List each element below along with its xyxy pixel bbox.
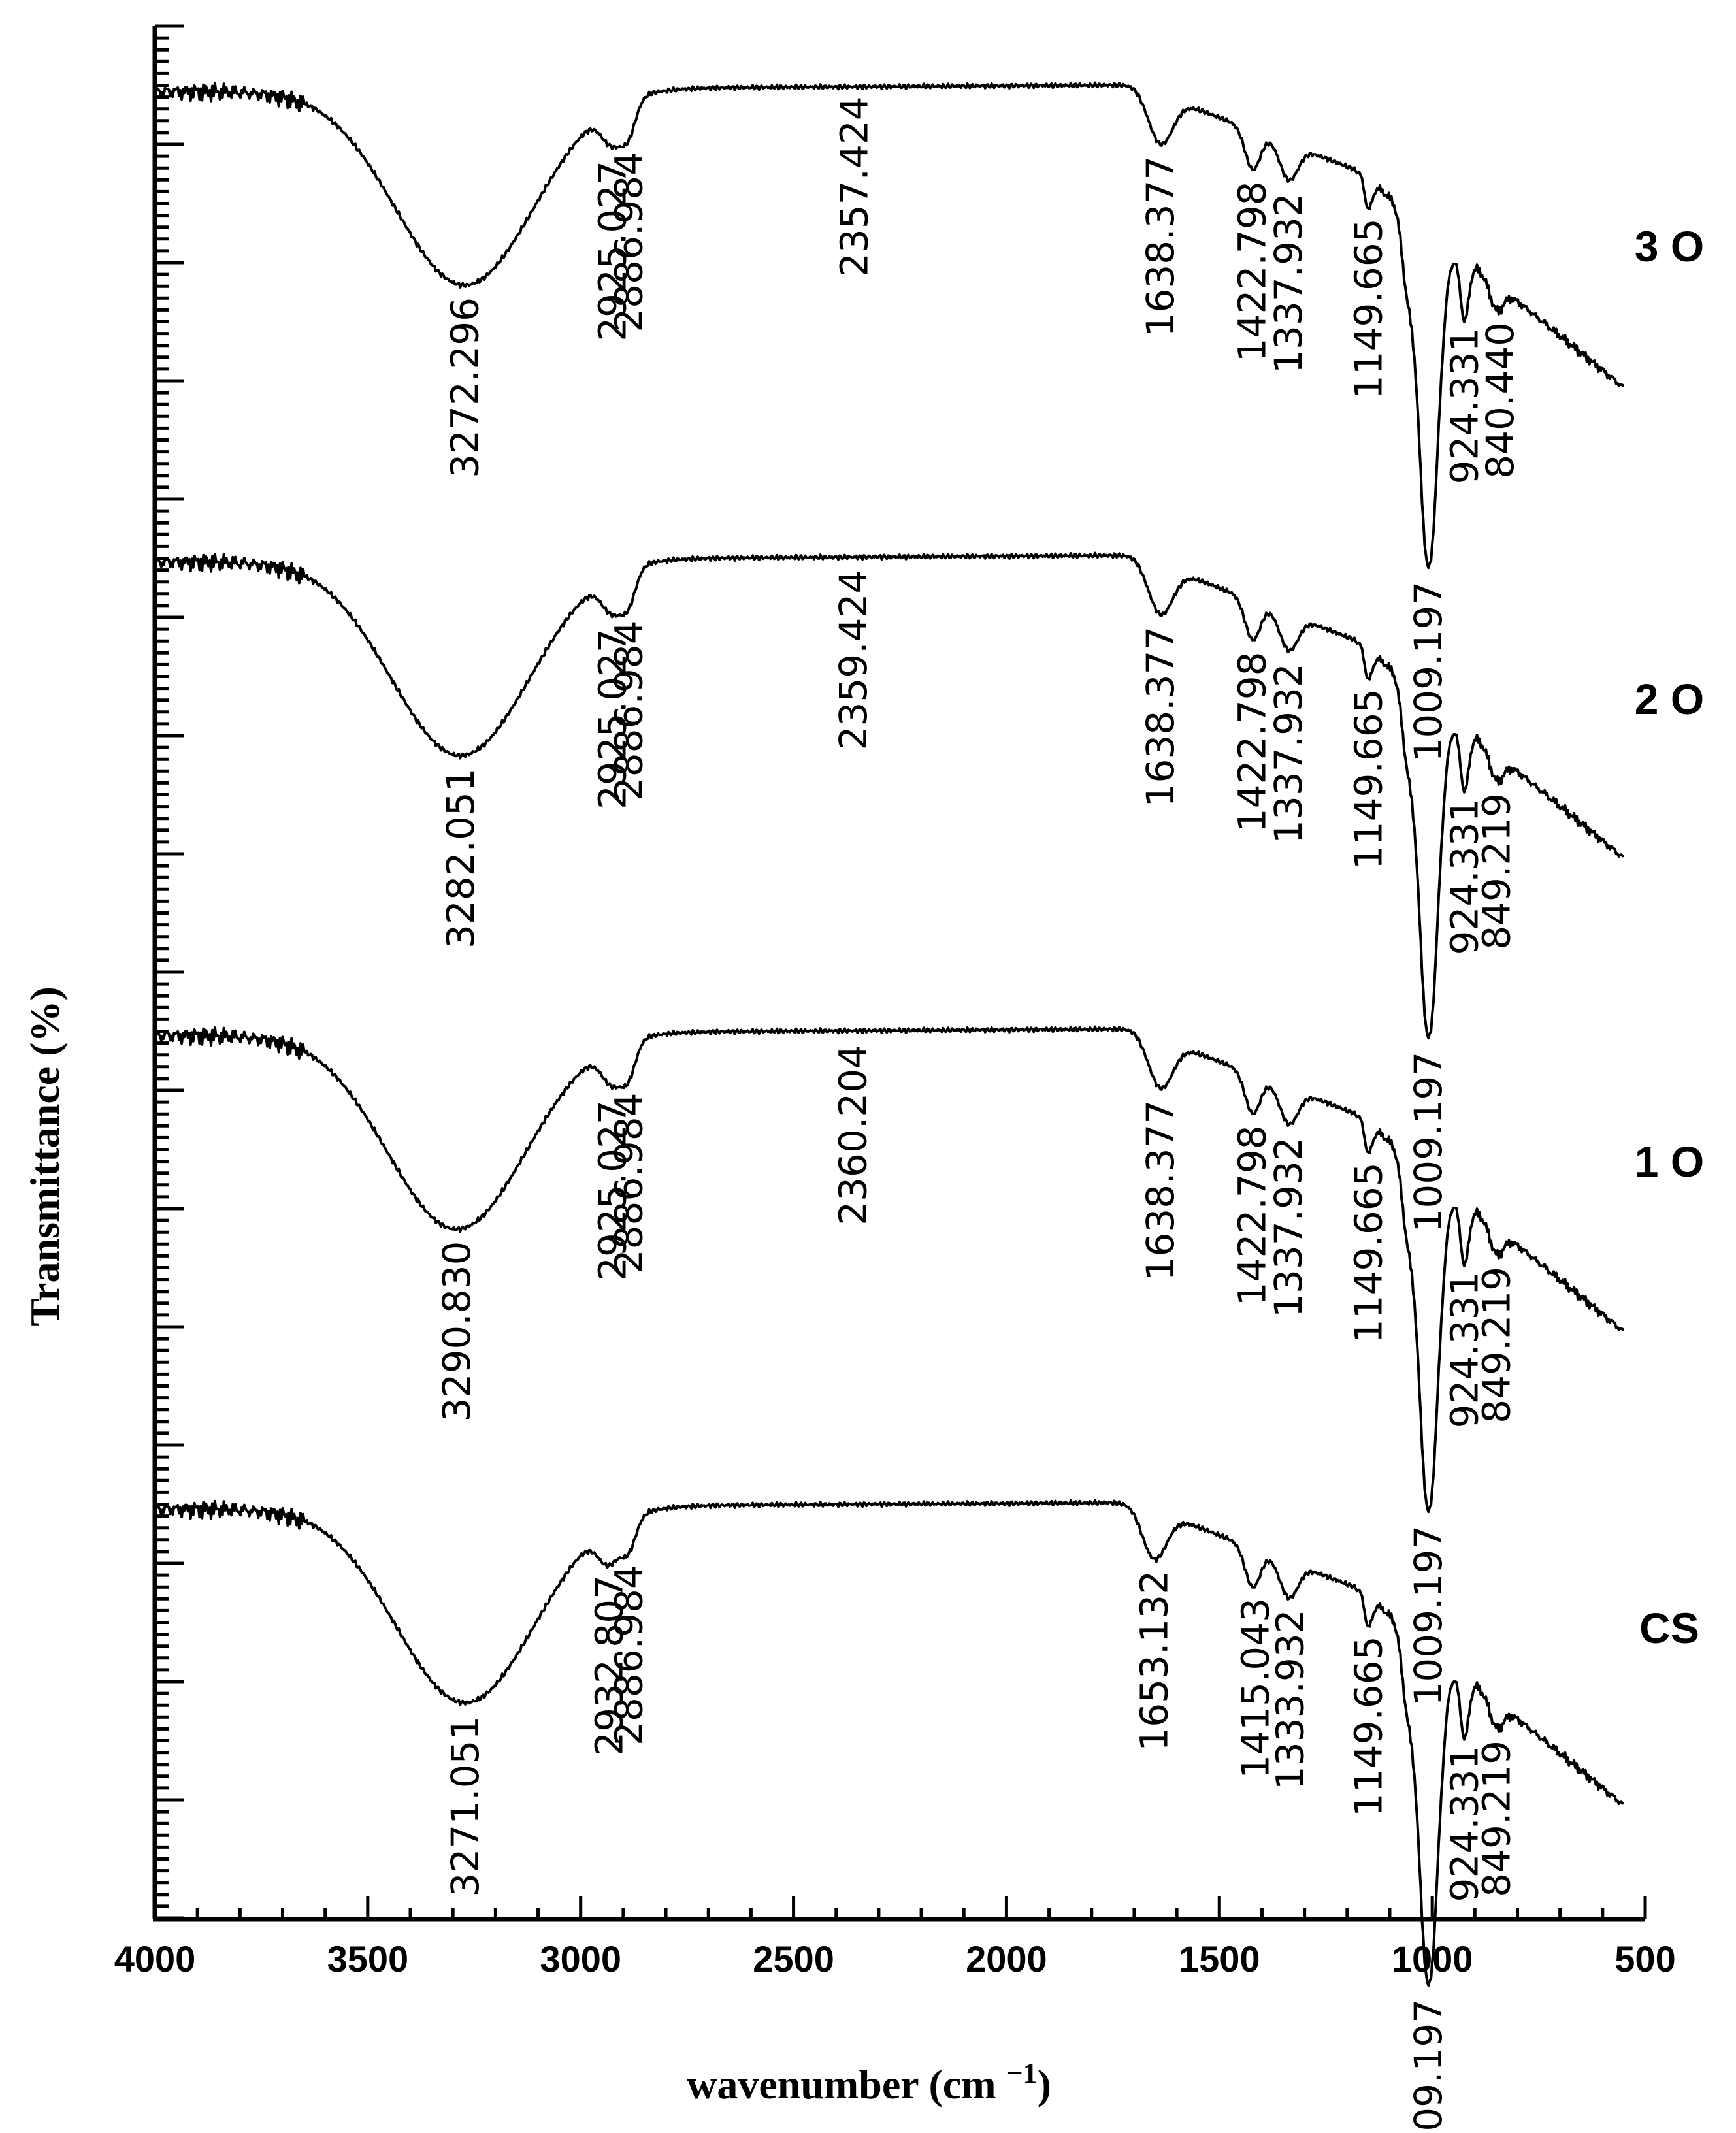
peak-label: 3282.051	[438, 768, 483, 949]
x-tick-label: 500	[1614, 1938, 1675, 1979]
peak-label: 1149.665	[1347, 218, 1391, 399]
peak-label: 1422.798	[1230, 1126, 1275, 1307]
peak-label: 2886.984	[606, 1093, 651, 1274]
series-line	[154, 81, 1625, 570]
peak-label: 849.219	[1474, 793, 1518, 950]
series-name-label: 2 O	[1635, 675, 1704, 723]
x-tick-label: 1500	[1179, 1938, 1260, 1979]
x-tick-label: 3000	[540, 1938, 621, 1979]
x-axis-title: wavenumber (cm −1)	[687, 2057, 1051, 2108]
peak-label: 2357.424	[832, 96, 877, 277]
peak-label: 1009.197	[1406, 1525, 1450, 1706]
peak-label: 1337.932	[1266, 663, 1311, 844]
peak-label: 2925.027	[591, 628, 635, 809]
peak-label: 1415.043	[1234, 1598, 1278, 1779]
peak-label: 2886.984	[606, 620, 651, 801]
peak-label: 924.331	[1443, 1746, 1487, 1902]
peak-label: 3272.296	[442, 297, 487, 478]
peak-label: 1422.798	[1230, 652, 1275, 833]
peak-label: 2886.984	[606, 1565, 651, 1746]
peak-label: 1422.798	[1230, 182, 1275, 363]
peak-label: 2886.984	[606, 152, 651, 333]
peak-label: 1009.197	[1406, 581, 1450, 762]
x-tick-label: 2500	[753, 1938, 834, 1979]
peak-label: 924.331	[1443, 1272, 1487, 1429]
series-labels: 3 O 2 O 1 O CS	[1635, 222, 1704, 1652]
peak-label: 1149.665	[1347, 1636, 1391, 1817]
peak-label: 849.219	[1474, 1267, 1518, 1424]
y-axis-title: Transmittance (%)	[22, 986, 68, 1326]
peak-label: 2359.424	[831, 570, 876, 751]
peak-label: 3290.830	[434, 1241, 479, 1422]
peak-label: 849.219	[1474, 1740, 1518, 1897]
x-tick-label: 4000	[114, 1938, 196, 1979]
peak-label: 1653.132	[1132, 1571, 1177, 1751]
series-line	[154, 551, 1625, 1040]
peak-label: 1149.665	[1347, 689, 1391, 870]
peak-label: 924.331	[1443, 798, 1487, 955]
peak-label: 2925.027	[591, 161, 635, 342]
series-name-label: 1 O	[1635, 1137, 1704, 1186]
x-axis-title-superscript: −1	[1007, 2057, 1038, 2089]
peak-label: 2925.027	[591, 1100, 635, 1281]
peak-label: 1009.197	[1406, 1052, 1450, 1233]
peak-label: 1009.197	[1406, 1999, 1450, 2133]
peak-label: 2932.807	[587, 1575, 632, 1756]
axis-ticks: 4000 3500 3000 2500 2000 1500 1000 500	[114, 24, 1676, 1979]
peak-label: 1337.932	[1266, 193, 1311, 374]
series-name-label: CS	[1639, 1604, 1699, 1652]
peak-label: 840.440	[1478, 322, 1522, 479]
peak-label: 1638.377	[1138, 627, 1183, 807]
peak-label: 1337.932	[1266, 1137, 1311, 1318]
series-line	[154, 1499, 1625, 1987]
series-name-label: 3 O	[1635, 222, 1704, 270]
peak-label: 1149.665	[1347, 1162, 1391, 1343]
peak-label: 924.331	[1443, 328, 1487, 485]
series-line	[154, 1025, 1625, 1514]
spectra	[154, 81, 1625, 1987]
x-axis-title-close: )	[1038, 2061, 1051, 2108]
x-tick-label: 3500	[327, 1938, 409, 1979]
peak-label: 2360.204	[831, 1045, 876, 1226]
peak-label: 3271.051	[443, 1716, 487, 1897]
peak-label: 1333.932	[1268, 1609, 1313, 1790]
x-tick-label: 2000	[966, 1938, 1047, 1979]
x-axis-title-main: wavenumber (cm	[687, 2061, 1006, 2108]
peak-label: 1638.377	[1138, 156, 1183, 337]
peak-label: 1638.377	[1138, 1100, 1183, 1281]
